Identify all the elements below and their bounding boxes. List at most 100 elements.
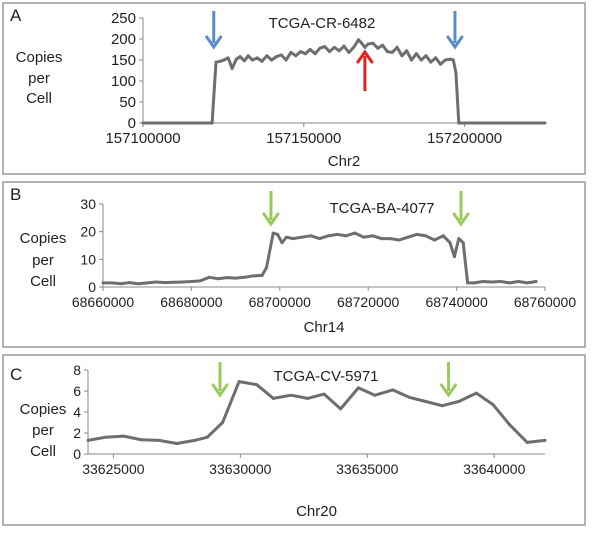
breakpoint-arrow-left-icon-head (211, 383, 229, 398)
x-tick-label: 68660000 (72, 294, 135, 310)
data-point (193, 438, 197, 442)
y-tick-label: 8 (73, 362, 81, 378)
data-point (461, 241, 465, 245)
y-tick-label: 50 (119, 94, 136, 111)
chart-title: TCGA-CR-6482 (269, 15, 376, 32)
data-point (381, 43, 385, 47)
data-point (429, 60, 433, 64)
copy-number-series-line (87, 380, 546, 445)
x-tick-label: 68680000 (160, 294, 223, 310)
data-point (313, 52, 317, 56)
highlight-arrow-icon-head (356, 49, 374, 64)
x-tick-label: 33625000 (82, 461, 145, 477)
data-point (454, 71, 458, 75)
data-point (357, 38, 360, 42)
data-point (250, 58, 254, 62)
y-tick-label: 150 (111, 52, 136, 69)
data-point (154, 280, 158, 284)
data-point (543, 438, 547, 442)
data-point (415, 232, 419, 236)
y-axis-label-line: Cell (30, 273, 56, 290)
data-point (308, 48, 312, 51)
data-point (443, 58, 447, 62)
data-point (517, 280, 520, 283)
breakpoint-arrow-right-icon-head (452, 212, 470, 227)
y-tick-label: 100 (111, 73, 136, 90)
x-tick-label: 157100000 (105, 130, 180, 147)
breakpoint-arrow-right-icon-head (440, 383, 458, 398)
data-point (141, 121, 145, 125)
data-point (448, 57, 452, 61)
data-point (163, 281, 167, 285)
data-point (291, 237, 295, 241)
data-point (332, 45, 336, 49)
data-point (205, 435, 209, 439)
breakpoint-arrow-left-icon-head (205, 35, 223, 50)
data-point (110, 281, 114, 285)
data-point (353, 231, 357, 235)
data-point (242, 59, 246, 63)
data-point (145, 281, 149, 285)
data-point (414, 52, 418, 56)
data-point (189, 280, 193, 283)
y-tick-label: 30 (80, 196, 96, 212)
data-point (344, 234, 348, 238)
data-point (388, 237, 392, 241)
panel-a-frame (2, 2, 586, 175)
y-tick-label: 0 (128, 115, 136, 132)
x-axis-label: Chr14 (304, 319, 345, 336)
panel-letter: B (10, 185, 21, 204)
data-point (271, 396, 275, 400)
chart-title: TCGA-BA-4077 (329, 200, 434, 217)
data-point (371, 41, 375, 45)
data-point (424, 234, 428, 238)
data-point (400, 54, 404, 58)
y-axis-label-line: Copies (16, 49, 63, 66)
copy-number-series-line (143, 38, 545, 125)
data-point (309, 234, 313, 238)
data-point (136, 282, 140, 286)
panel-letter: A (10, 6, 22, 25)
data-point (230, 66, 234, 70)
x-tick-label: 68760000 (514, 294, 577, 310)
data-point (122, 434, 125, 438)
data-point (407, 395, 411, 399)
data-point (362, 235, 366, 239)
data-point (543, 121, 547, 125)
data-point (490, 280, 494, 284)
data-point (323, 45, 327, 49)
x-tick-label: 33630000 (209, 461, 272, 477)
data-point (128, 281, 131, 285)
y-tick-label: 0 (88, 279, 96, 295)
data-point (104, 435, 108, 439)
data-point (342, 44, 346, 48)
data-point (175, 442, 179, 445)
data-point (234, 276, 238, 280)
y-axis-label-line: per (32, 252, 54, 269)
data-point (452, 255, 456, 259)
panel-c-frame (2, 354, 586, 526)
data-point (238, 55, 242, 59)
data-point (376, 46, 380, 50)
data-point (260, 273, 264, 277)
data-point (390, 50, 394, 54)
y-axis-label-line: Copies (20, 230, 67, 247)
data-point (525, 281, 529, 285)
x-tick-label: 68740000 (425, 294, 488, 310)
data-point (380, 237, 383, 241)
data-point (424, 400, 428, 403)
y-axis-label-line: Cell (26, 90, 52, 107)
y-tick-label: 20 (80, 224, 96, 240)
panel-c: C 0 2 4 6 8 33625000 33630000 33635000 33640000 Co… (2, 354, 586, 526)
data-point (433, 238, 436, 242)
data-point (234, 57, 238, 61)
data-point (260, 59, 264, 63)
data-point (207, 275, 211, 279)
data-point (508, 281, 512, 285)
data-point (405, 49, 409, 53)
data-point (221, 421, 225, 424)
data-point (339, 407, 343, 411)
data-point (265, 54, 269, 58)
data-point (139, 438, 143, 442)
data-point (451, 58, 455, 62)
